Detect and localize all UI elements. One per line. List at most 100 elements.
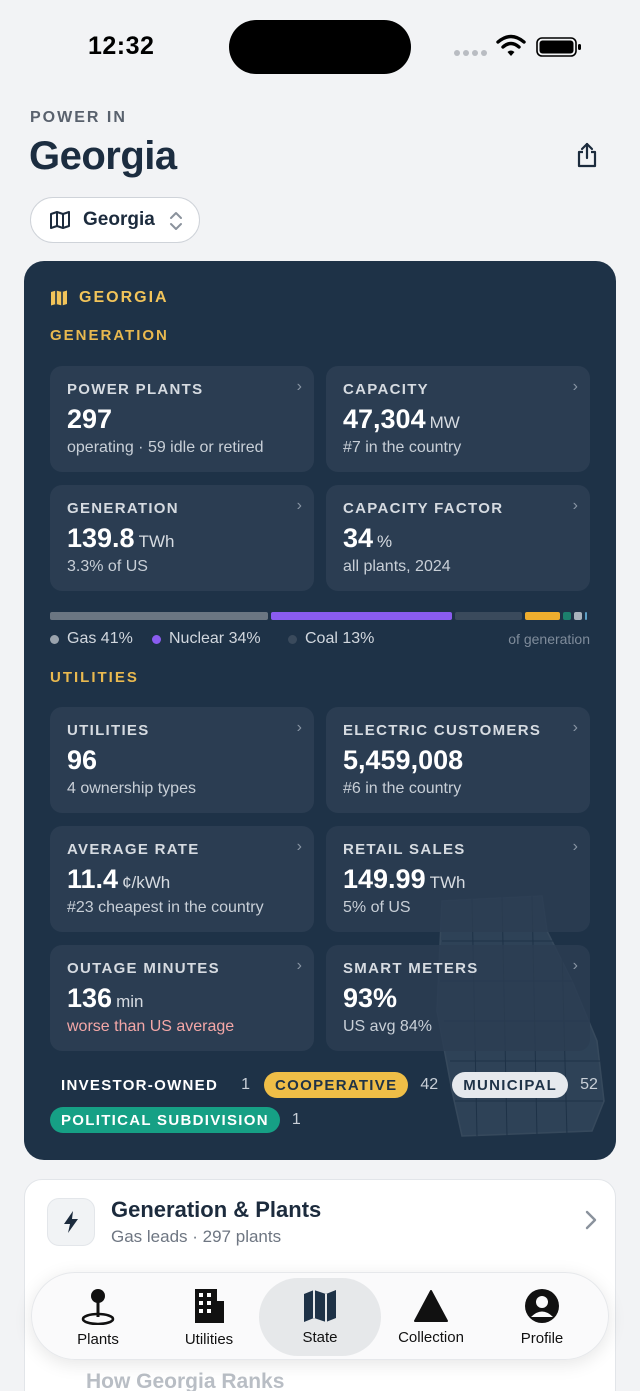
chevron-right-icon: › [572,497,578,514]
legend-nuclear: Nuclear 34% [152,630,261,648]
chevron-right-icon: › [572,838,578,855]
card-state-label: GEORGIA [79,289,169,306]
tile-capacity[interactable]: CAPACITY 47,304 MW #7 in the country › [326,366,590,472]
page-title: Georgia [29,134,177,178]
tile-subtitle: #23 cheapest in the country [67,899,264,916]
share-button[interactable] [570,138,604,172]
tab-label: Profile [520,1329,564,1347]
tile-subtitle: 5% of US [343,899,411,916]
tile-label: UTILITIES [67,722,150,739]
list-row-rankings[interactable]: How Georgia Ranks [86,1370,285,1391]
ownership-political-subdivision[interactable]: POLITICAL SUBDIVISION [50,1107,280,1133]
tile-value: 34% [343,523,393,553]
list-row-generation-plants[interactable]: Generation & Plants Gas leads · 297 plan… [25,1180,617,1266]
tab-label: Collection [398,1328,464,1346]
tab-state[interactable]: State [259,1278,381,1356]
triangle-icon [414,1289,448,1322]
ownership-investor-owned[interactable]: INVESTOR-OWNED [61,1076,219,1094]
tab-utilities[interactable]: Utilities [153,1273,265,1361]
mix-segment-other2 [563,612,571,620]
tile-value: 5,459,008 [343,745,464,775]
share-icon [577,142,597,168]
chevron-right-icon: › [572,719,578,736]
tile-label: CAPACITY [343,381,429,398]
ownership-row: POLITICAL SUBDIVISION 1 [50,1105,315,1135]
tile-subtitle: operating · 59 idle or retired [67,439,264,456]
tile-smart-meters[interactable]: SMART METERS 93% US avg 84% › [326,945,590,1051]
ownership-cooperative[interactable]: COOPERATIVE [264,1072,409,1098]
tile-value: 93% [343,983,398,1013]
chevron-updown-icon [170,212,182,230]
ownership-count: 52 [580,1076,598,1093]
tile-subtitle: 4 ownership types [67,780,196,797]
tile-label: POWER PLANTS [67,381,204,398]
generation-legend: Gas 41% Nuclear 34% Coal 13% of generati… [50,630,590,650]
tile-capacity-factor[interactable]: CAPACITY FACTOR 34% all plants, 2024 › [326,485,590,591]
mix-segment-nuclear [271,612,452,620]
utilities-section-label: UTILITIES [50,669,139,686]
legend-gas: Gas 41% [50,630,133,648]
mix-segment-other3 [573,612,582,620]
plant-pin-icon [81,1288,115,1325]
tile-generation[interactable]: GENERATION 139.8 TWh 3.3% of US › [50,485,314,591]
state-picker-value: Georgia [83,209,155,230]
tile-value: 47,304 MW [343,404,460,434]
tab-label: Utilities [184,1330,234,1348]
tab-collection[interactable]: Collection [375,1273,487,1361]
tile-subtitle: 3.3% of US [67,558,148,575]
chevron-right-icon [585,1210,597,1230]
ownership-count: 1 [291,1111,301,1128]
tile-power-plants[interactable]: POWER PLANTS 297 operating · 59 idle or … [50,366,314,472]
chevron-right-icon: › [572,378,578,395]
ownership-municipal[interactable]: MUNICIPAL [452,1072,569,1098]
chevron-right-icon: › [572,957,578,974]
building-icon [195,1288,224,1323]
chevron-right-icon: › [296,838,302,855]
state-picker[interactable]: Georgia [30,197,200,243]
map-icon [50,211,70,229]
tile-label: AVERAGE RATE [67,841,200,858]
battery-icon [536,37,581,57]
mix-segment-other1 [525,612,560,620]
tile-subtitle: #6 in the country [343,780,462,797]
tile-subtitle: all plants, 2024 [343,558,451,575]
tile-label: ELECTRIC CUSTOMERS [343,722,542,739]
tile-utilities[interactable]: UTILITIES 96 4 ownership types › [50,707,314,813]
chevron-right-icon: › [296,497,302,514]
row-icon-container [47,1198,95,1246]
tab-label: Plants [77,1330,119,1348]
tile-outage-minutes[interactable]: OUTAGE MINUTES 136 min worse than US aver… [50,945,314,1051]
mix-segment-coal [455,612,523,620]
row-subtitle: Gas leads · 297 plants [111,1227,282,1246]
tab-profile[interactable]: Profile [486,1273,598,1361]
tile-electric-customers[interactable]: ELECTRIC CUSTOMERS 5,459,008 #6 in the c… [326,707,590,813]
tile-subtitle: US avg 84% [343,1018,432,1035]
status-time: 12:32 [88,32,155,60]
card-header: GEORGIA [50,289,169,307]
tab-bar: Plants Utilities State [31,1272,609,1360]
tile-subtitle: worse than US average [67,1018,235,1035]
chevron-right-icon: › [296,957,302,974]
chevron-right-icon: › [296,378,302,395]
tile-label: GENERATION [67,500,179,517]
page-eyebrow: POWER IN [30,109,127,126]
dynamic-island [229,20,411,74]
tile-label: RETAIL SALES [343,841,466,858]
chevron-right-icon: › [296,719,302,736]
mix-segment-other4 [584,612,587,620]
signal-icon [454,50,487,56]
legend-caption: of generation [508,631,590,647]
tile-average-rate[interactable]: AVERAGE RATE 11.4 ¢/kWh #23 cheapest in t… [50,826,314,932]
ownership-count: 42 [420,1076,439,1093]
tile-label: CAPACITY FACTOR [343,500,504,517]
person-icon [525,1288,559,1323]
tab-plants[interactable]: Plants [42,1273,154,1361]
generation-section-label: GENERATION [50,327,169,344]
ownership-count: 1 [241,1076,251,1093]
state-summary-card: GEORGIA GENERATION POWER PLANTS 297 oper… [24,261,616,1160]
map-icon [51,290,67,306]
tile-retail-sales[interactable]: RETAIL SALES 149.99 TWh 5% of US › [326,826,590,932]
legend-coal: Coal 13% [288,630,374,648]
wifi-icon [496,34,526,56]
